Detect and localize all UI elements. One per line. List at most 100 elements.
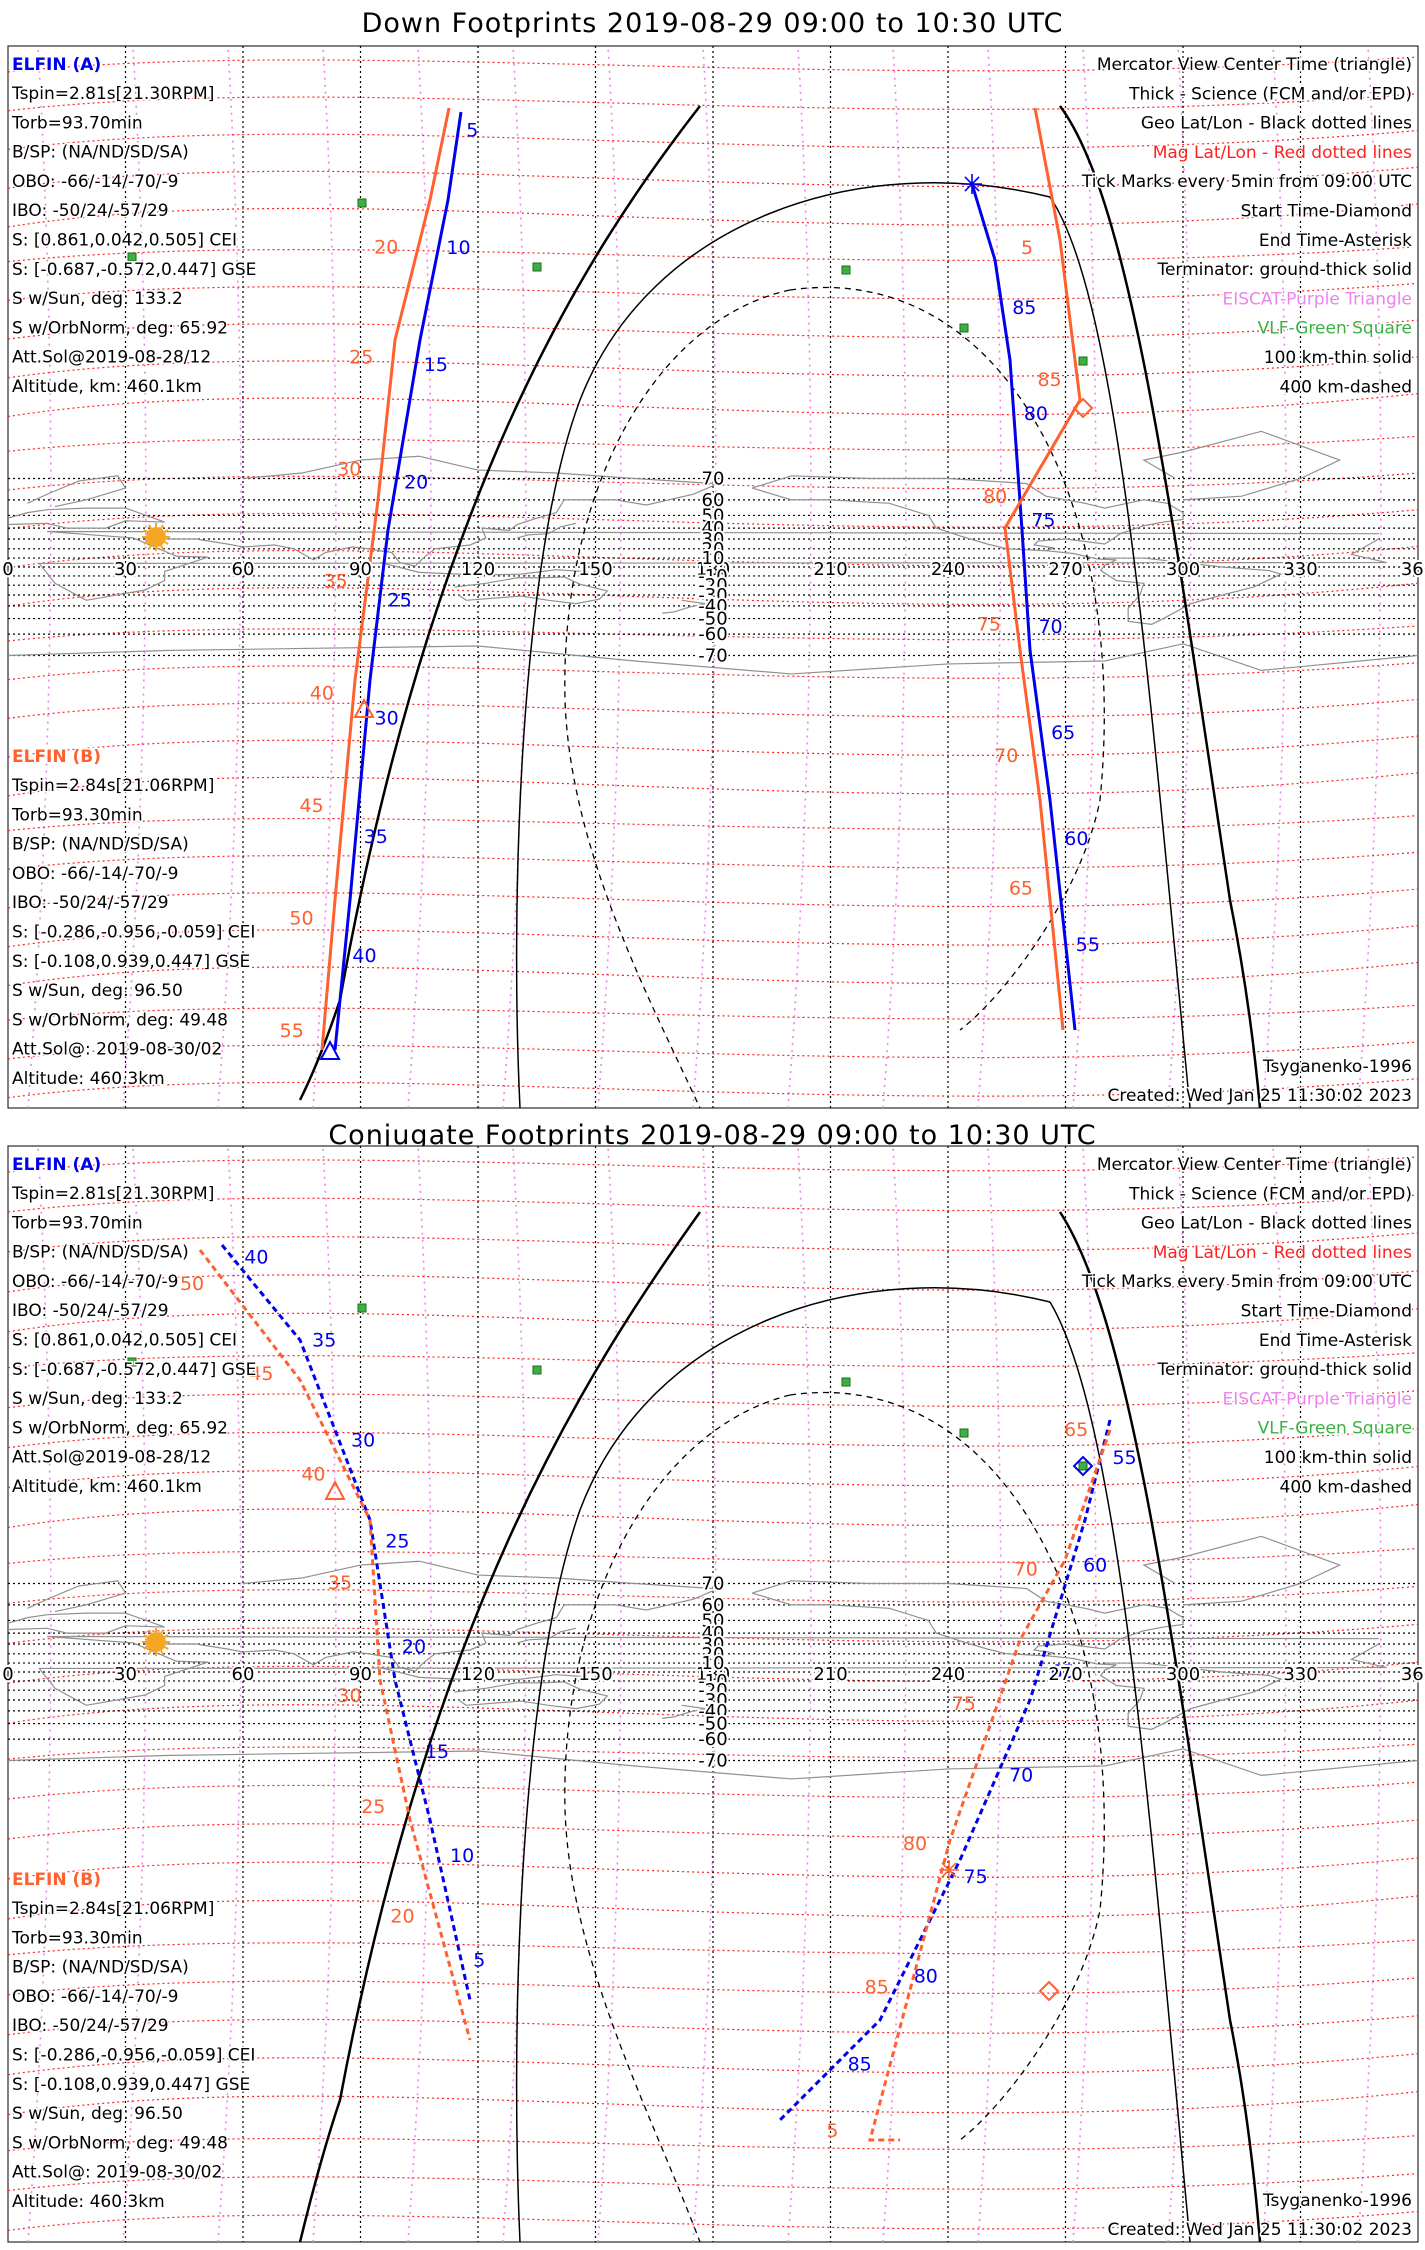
elfin-a-info-line: Altitude, km: 460.1km bbox=[12, 377, 202, 397]
elfin-a-info-line: S w/OrbNorm, deg: 65.92 bbox=[12, 1418, 228, 1438]
mag-parallel bbox=[8, 2210, 1418, 2232]
mag-meridian bbox=[407, 46, 432, 1108]
vlf-station-icon bbox=[127, 1357, 137, 1367]
track-time-label: 20 bbox=[374, 236, 398, 258]
track-time-label: 20 bbox=[404, 471, 428, 493]
mag-parallel bbox=[8, 961, 1418, 987]
mag-meridian bbox=[1072, 46, 1097, 1108]
sun-ray bbox=[148, 524, 152, 529]
sun-ray bbox=[164, 1646, 169, 1650]
mag-parallel bbox=[8, 56, 1418, 73]
track-time-label: 45 bbox=[249, 1363, 273, 1385]
sun-ray bbox=[143, 1634, 148, 1638]
mag-parallel bbox=[8, 129, 1418, 151]
track-time-label: 85 bbox=[865, 1977, 889, 1999]
sun-ray bbox=[143, 541, 148, 545]
lon-tick-label: 120 bbox=[461, 559, 495, 580]
lon-tick-label: 60 bbox=[232, 559, 255, 580]
track-time-label: 75 bbox=[977, 613, 1001, 635]
coastline bbox=[751, 1580, 1184, 1657]
lat-tick-label: -30 bbox=[698, 1690, 727, 1711]
mag-parallel bbox=[8, 735, 1418, 758]
model-label: Tsyganenko-1996 bbox=[1262, 2191, 1412, 2211]
lat-tick-label: -50 bbox=[698, 609, 727, 630]
elfin-a-info-line: Att.Sol@2019-08-28/12 bbox=[12, 1448, 211, 1468]
mag-parallel bbox=[8, 1004, 1418, 1021]
mag-parallel bbox=[8, 1232, 1418, 1253]
lat-tick-label: 30 bbox=[702, 1634, 725, 1655]
legend-entry: Tick Marks every 5min from 09:00 UTC bbox=[1081, 1272, 1412, 1292]
mag-parallel bbox=[8, 1352, 1418, 1369]
mag-parallel bbox=[8, 356, 1418, 379]
coastline bbox=[414, 1590, 714, 1672]
elfin-a-info-line: Att.Sol@2019-08-28/12 bbox=[12, 348, 211, 368]
coastline bbox=[379, 1666, 596, 1681]
lat-tick-label: 50 bbox=[702, 1610, 725, 1631]
end-time-asterisk-icon bbox=[941, 1862, 957, 1878]
mag-meridian bbox=[1167, 1146, 1192, 2242]
track-time-label: 80 bbox=[903, 1833, 927, 1855]
lon-tick-label: 330 bbox=[1283, 559, 1317, 580]
mag-parallel bbox=[8, 1503, 1418, 1529]
lat-tick-label: 10 bbox=[702, 1653, 725, 1674]
mag-parallel bbox=[8, 93, 1418, 112]
lon-tick-label: 240 bbox=[931, 1664, 965, 1685]
elfin-b-info-line: IBO: -50/24/-57/29 bbox=[12, 893, 169, 913]
footprint-track-a bbox=[333, 111, 463, 1051]
lat-tick-label: 10 bbox=[702, 548, 725, 569]
elfin-b-info-line: B/SP: (NA/ND/SD/SA) bbox=[12, 1958, 189, 1978]
mag-parallel bbox=[8, 246, 1418, 263]
elfin-b-info-line: Att.Sol@: 2019-08-30/02 bbox=[12, 2163, 222, 2183]
mag-parallel bbox=[8, 1156, 1418, 1173]
mag-meridian bbox=[217, 46, 242, 1108]
vlf-station-icon bbox=[357, 198, 367, 208]
mag-meridian bbox=[787, 1146, 812, 2242]
track-time-label: 10 bbox=[446, 237, 470, 259]
elfin-a-info-line: B/SP: (NA/ND/SD/SA) bbox=[12, 143, 189, 163]
sun-ray bbox=[148, 1629, 152, 1634]
lat-tick-label: -40 bbox=[698, 1701, 727, 1722]
mag-parallel bbox=[8, 1308, 1418, 1333]
mag-meridian bbox=[1357, 1146, 1382, 2242]
coastline bbox=[38, 1635, 1387, 1706]
mag-meridian bbox=[27, 46, 52, 1108]
elfin-b-info-line: S w/Sun, deg: 96.50 bbox=[12, 981, 183, 1001]
track-time-label: 65 bbox=[1051, 722, 1075, 744]
end-time-asterisk-icon bbox=[964, 176, 980, 192]
lat-tick-label: -10 bbox=[698, 1671, 727, 1692]
track-time-label: 30 bbox=[351, 1429, 375, 1451]
track-time-label: 35 bbox=[364, 826, 388, 848]
coastline bbox=[1045, 550, 1283, 625]
mag-meridian bbox=[312, 1146, 337, 2242]
lat-tick-label: 70 bbox=[702, 1573, 725, 1594]
mag-parallel bbox=[8, 509, 1418, 530]
terminator-ground bbox=[1058, 105, 1262, 1108]
footprint-track-a bbox=[778, 1419, 1112, 2122]
mag-parallel bbox=[8, 1270, 1418, 1293]
mag-parallel bbox=[8, 888, 1418, 909]
elfin-b-info-line: OBO: -66/-14/-70/-9 bbox=[12, 1987, 178, 2007]
map-plot: 4035302520151055045403530252055606570758… bbox=[0, 1145, 1425, 2243]
legend-entry: Mag Lat/Lon - Red dotted lines bbox=[1153, 1243, 1412, 1263]
legend-entry: Tick Marks every 5min from 09:00 UTC bbox=[1081, 172, 1412, 192]
legend-entry: Start Time-Diamond bbox=[1241, 1302, 1412, 1322]
lon-tick-label: 30 bbox=[114, 1664, 137, 1685]
center-time-triangle-icon bbox=[353, 697, 375, 718]
elfin-b-info-line: S w/Sun, deg: 96.50 bbox=[12, 2104, 183, 2124]
mag-meridian bbox=[122, 46, 147, 1108]
lat-tick-label: 40 bbox=[702, 1623, 725, 1644]
coastline bbox=[414, 485, 714, 567]
coastline bbox=[517, 522, 577, 539]
elfin-a-info-line: OBO: -66/-14/-70/-9 bbox=[12, 1272, 178, 1292]
sun-ray bbox=[148, 1650, 152, 1655]
lon-tick-label: 300 bbox=[1166, 1664, 1200, 1685]
track-time-label: 40 bbox=[301, 1464, 325, 1486]
legend-entry: 400 km-dashed bbox=[1280, 377, 1412, 397]
coastline bbox=[662, 599, 706, 614]
coastline bbox=[8, 507, 165, 529]
legend-entry: Mercator View Center Time (triangle) bbox=[1097, 55, 1412, 75]
mag-meridian bbox=[692, 1146, 717, 2242]
mag-meridian bbox=[692, 46, 717, 1108]
elfin-a-info-line: Tspin=2.81s[21.30RPM] bbox=[11, 84, 214, 104]
terminator-100km bbox=[515, 1287, 1051, 2242]
